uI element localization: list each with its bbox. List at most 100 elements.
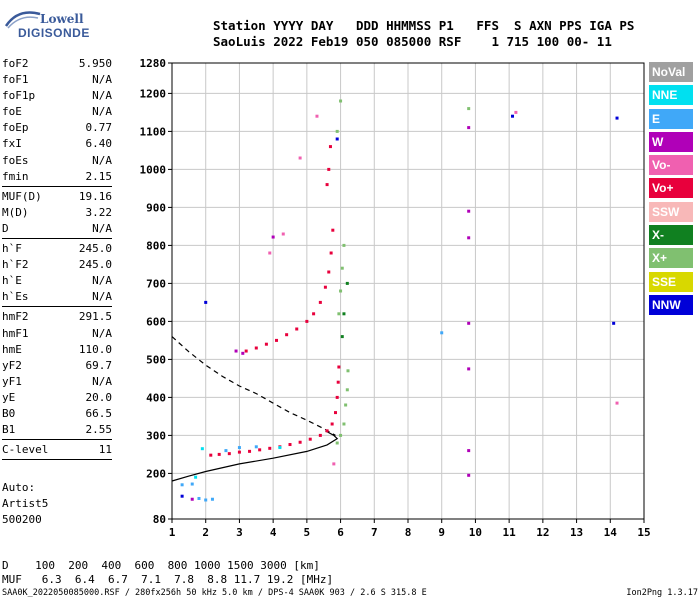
echo-point <box>331 228 335 232</box>
x-tick-label: 1 <box>169 526 176 539</box>
legend-item: W <box>649 131 693 152</box>
param-value: N/A <box>92 290 112 304</box>
echo-point <box>342 422 346 426</box>
echo-point <box>334 411 338 415</box>
x-tick-label: 7 <box>371 526 378 539</box>
param-row: yF1 N/A <box>2 374 112 390</box>
x-tick-label: 11 <box>503 526 517 539</box>
echo-point <box>329 251 333 255</box>
param-name: foF1 <box>2 73 29 87</box>
param-value: N/A <box>92 153 112 167</box>
echo-point <box>342 312 346 316</box>
station-header: Station YYYY DAY DDD HHMMSS P1 FFS S AXN… <box>213 18 634 50</box>
profile-extension-dashed-line <box>171 336 336 436</box>
echo-point <box>323 285 327 289</box>
auto-artist: Artist5 <box>2 497 49 510</box>
x-tick-label: 10 <box>469 526 482 539</box>
param-name: foEp <box>2 121 29 135</box>
y-tick-label: 400 <box>146 391 166 404</box>
echo-point <box>340 266 344 270</box>
x-tick-label: 5 <box>304 526 311 539</box>
echo-point <box>285 333 289 337</box>
param-row: B1 2.55 <box>2 422 112 438</box>
y-tick-label: 500 <box>146 353 166 366</box>
polarization-legend: NoVal NNE E W Vo- Vo+ SSW X- X+ SSE NNW <box>649 62 693 318</box>
y-tick-label: 800 <box>146 239 166 252</box>
param-name: foF2 <box>2 57 29 70</box>
echo-point <box>275 338 279 342</box>
legend-item: NoVal <box>649 62 693 82</box>
autoscaling-info: Auto: Artist5 500200 <box>2 480 48 528</box>
param-name: h`E <box>2 274 22 288</box>
param-value: 2.55 <box>85 423 113 437</box>
echo-point <box>318 433 322 437</box>
param-value: 69.7 <box>85 358 113 372</box>
param-name: D <box>2 221 9 235</box>
echo-point <box>210 497 214 501</box>
electron-density-profile-line <box>171 430 339 482</box>
legend-item: SSW <box>649 201 693 222</box>
param-row: h`F2 245.0 <box>2 257 112 273</box>
param-row: foF1p N/A <box>2 88 112 104</box>
echo-point <box>325 183 329 187</box>
param-separator <box>2 185 112 187</box>
echo-point <box>315 114 319 118</box>
echo-point <box>197 496 201 500</box>
param-value: 3.22 <box>85 205 113 219</box>
param-name: hmF2 <box>2 310 29 324</box>
echo-point <box>511 114 515 118</box>
param-row: M(D) 3.22 <box>2 205 112 221</box>
echo-point <box>345 281 349 285</box>
echo-point <box>327 270 331 274</box>
muf-frequency-row: MUF 6.3 6.4 6.7 7.1 7.8 8.8 11.7 19.2 [M… <box>2 573 334 586</box>
param-value: N/A <box>92 221 112 235</box>
echo-point <box>312 312 316 316</box>
echo-point <box>237 446 241 450</box>
param-name: foF1p <box>2 89 36 103</box>
param-value: N/A <box>92 89 112 103</box>
param-row: C-level 11 <box>2 442 112 458</box>
echo-point <box>234 349 238 353</box>
param-value: N/A <box>92 326 112 340</box>
param-name: h`F <box>2 242 22 256</box>
echo-point <box>327 167 331 171</box>
param-name: yE <box>2 390 16 404</box>
echo-point <box>190 497 194 501</box>
echo-point <box>227 452 231 456</box>
param-separator <box>2 459 112 461</box>
param-name: B0 <box>2 406 16 420</box>
legend-item: SSE <box>649 271 693 292</box>
param-row: h`E N/A <box>2 273 112 289</box>
param-row: foF1 N/A <box>2 72 112 88</box>
y-tick-label: 1000 <box>140 163 167 176</box>
echo-point <box>200 447 204 451</box>
param-value: N/A <box>92 73 112 87</box>
logo-lowell-text: Lowell <box>40 12 84 26</box>
param-name: foEs <box>2 153 29 167</box>
param-value: N/A <box>92 274 112 288</box>
echo-point <box>325 429 329 433</box>
echo-point <box>335 395 339 399</box>
param-name: hmE <box>2 342 22 356</box>
echo-point <box>339 433 343 437</box>
echo-point <box>264 342 268 346</box>
echo-point <box>335 129 339 133</box>
header-values: SaoLuis 2022 Feb19 050 085000 RSF 1 715 … <box>213 34 612 49</box>
param-row: foE N/A <box>2 104 112 120</box>
param-value: 2.15 <box>85 169 113 183</box>
param-value: 11 <box>98 443 112 457</box>
echo-point <box>467 449 471 453</box>
x-tick-label: 2 <box>202 526 209 539</box>
x-tick-label: 14 <box>604 526 618 539</box>
echo-point <box>340 335 344 339</box>
echo-point <box>248 449 252 453</box>
param-value: 0.77 <box>85 121 113 135</box>
param-row: fxI 6.40 <box>2 136 112 152</box>
param-separator <box>2 238 112 240</box>
echo-point <box>467 126 471 130</box>
param-row: hmF1 N/A <box>2 326 112 342</box>
echo-point <box>467 107 471 111</box>
echo-point <box>308 437 312 441</box>
auto-label: Auto: <box>2 481 36 494</box>
